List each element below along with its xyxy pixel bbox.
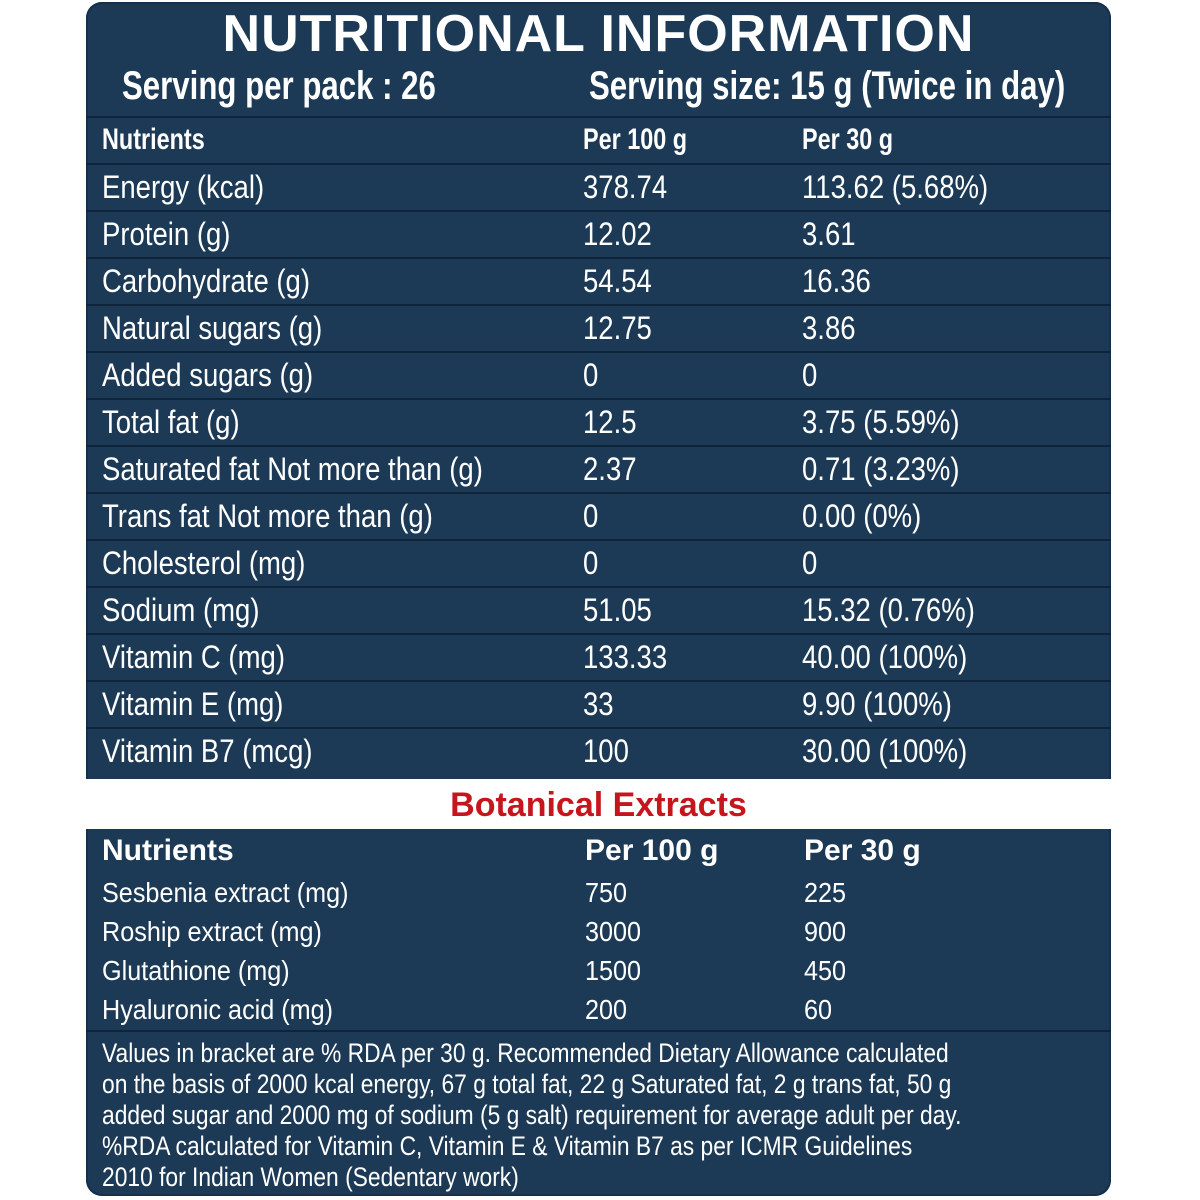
per-30g-value: 3.86	[802, 310, 856, 346]
per-100g-value: 54.54	[583, 263, 652, 299]
per-30g-value: 16.36	[802, 263, 871, 299]
nutrient-name: Cholesterol (mg)	[102, 545, 306, 581]
per-100g-value: 0	[583, 545, 599, 581]
per-100g-value: 100	[583, 733, 629, 769]
per-30g-value: 3.75 (5.59%)	[802, 404, 960, 440]
nutrient-name: Saturated fat Not more than (g)	[102, 451, 483, 487]
nutrition-row: Added sugars (g) 0 0	[86, 351, 1111, 398]
rda-footnote: Values in bracket are % RDA per 30 g. Re…	[86, 1030, 1111, 1196]
extract-per-100g: 750	[585, 877, 628, 908]
nutrition-row: Cholesterol (mg) 0 0	[86, 539, 1111, 586]
nutrient-name: Sodium (mg)	[102, 592, 260, 628]
extract-name: Hyaluronic acid (mg)	[102, 994, 334, 1025]
nutrition-row: Trans fat Not more than (g) 0 0.00 (0%)	[86, 492, 1111, 539]
per-30g-value: 3.61	[802, 216, 856, 252]
botanical-header-per-30g: Per 30 g	[804, 834, 921, 867]
per-100g-value: 133.33	[583, 639, 668, 675]
extract-name: Sesbenia extract (mg)	[102, 877, 349, 908]
nutrient-name: Protein (g)	[102, 216, 231, 252]
per-30g-value: 0.00 (0%)	[802, 498, 922, 534]
nutrient-name: Added sugars (g)	[102, 357, 314, 393]
per-100g-value: 0	[583, 357, 599, 393]
nutrient-name: Trans fat Not more than (g)	[102, 498, 433, 534]
extract-per-100g: 3000	[585, 916, 642, 947]
per-100g-value: 51.05	[583, 592, 652, 628]
per-100g-value: 12.75	[583, 310, 652, 346]
per-30g-value: 15.32 (0.76%)	[802, 592, 975, 628]
nutrient-name: Vitamin B7 (mcg)	[102, 733, 313, 769]
extract-per-30g: 450	[804, 955, 847, 986]
extract-per-30g: 225	[804, 877, 847, 908]
per-100g-value: 2.37	[583, 451, 637, 487]
page-title: NUTRITIONAL INFORMATION	[222, 5, 975, 63]
botanical-row: Roship extract (mg) 3000 900	[86, 912, 1111, 951]
per-30g-value: 30.00 (100%)	[802, 733, 968, 769]
nutrition-row: Total fat (g) 12.5 3.75 (5.59%)	[86, 398, 1111, 445]
extract-per-100g: 1500	[585, 955, 642, 986]
nutrient-name: Carbohydrate (g)	[102, 263, 311, 299]
per-100g-value: 12.5	[583, 404, 637, 440]
per-30g-value: 0	[802, 357, 818, 393]
nutrient-name: Natural sugars (g)	[102, 310, 323, 346]
nutrient-name: Vitamin E (mg)	[102, 686, 284, 722]
per-100g-value: 378.74	[583, 169, 668, 205]
botanical-row: Hyaluronic acid (mg) 200 60	[86, 990, 1111, 1029]
footnote-line: on the basis of 2000 kcal energy, 67 g t…	[102, 1069, 952, 1099]
per-30g-value: 9.90 (100%)	[802, 686, 952, 722]
extract-name: Roship extract (mg)	[102, 916, 322, 947]
footnote-line: Values in bracket are % RDA per 30 g. Re…	[102, 1038, 949, 1068]
per-100g-value: 12.02	[583, 216, 652, 252]
botanical-table-header: Nutrients Per 100 g Per 30 g	[86, 829, 1111, 873]
nutrition-row: Vitamin E (mg) 33 9.90 (100%)	[86, 680, 1111, 727]
nutrition-table: Nutrients Per 100 g Per 30 g Energy (kca…	[86, 116, 1111, 774]
per-30g-value: 0.71 (3.23%)	[802, 451, 960, 487]
per-100g-value: 33	[583, 686, 614, 722]
nutrition-row: Natural sugars (g) 12.75 3.86	[86, 304, 1111, 351]
nutrient-name: Energy (kcal)	[102, 169, 265, 205]
header-per-30g: Per 30 g	[802, 123, 894, 156]
nutrition-label-panel: NUTRITIONAL INFORMATION Serving per pack…	[86, 2, 1111, 1196]
nutrition-row: Protein (g) 12.02 3.61	[86, 210, 1111, 257]
serving-size: Serving size: 15 g (Twice in day)	[589, 64, 1066, 108]
nutrient-name: Vitamin C (mg)	[102, 639, 285, 675]
extract-per-30g: 900	[804, 916, 847, 947]
footnote-line: %RDA calculated for Vitamin C, Vitamin E…	[102, 1131, 913, 1161]
nutrition-row: Vitamin B7 (mcg) 100 30.00 (100%)	[86, 727, 1111, 774]
footnote-line: 2010 for Indian Women (Sedentary work)	[102, 1162, 519, 1192]
botanical-table: Nutrients Per 100 g Per 30 g Sesbenia ex…	[86, 829, 1111, 1029]
per-30g-value: 40.00 (100%)	[802, 639, 968, 675]
botanical-row: Glutathione (mg) 1500 450	[86, 951, 1111, 990]
header-nutrients: Nutrients	[102, 123, 205, 156]
nutrition-row: Saturated fat Not more than (g) 2.37 0.71 …	[86, 445, 1111, 492]
botanical-header-nutrients: Nutrients	[102, 834, 234, 867]
nutrition-row: Sodium (mg) 51.05 15.32 (0.76%)	[86, 586, 1111, 633]
serving-per-pack: Serving per pack : 26	[122, 64, 436, 108]
botanical-header-per-100g: Per 100 g	[585, 834, 719, 867]
per-100g-value: 0	[583, 498, 599, 534]
per-30g-value: 0	[802, 545, 818, 581]
nutrition-row: Vitamin C (mg) 133.33 40.00 (100%)	[86, 633, 1111, 680]
extract-name: Glutathione (mg)	[102, 955, 290, 986]
nutrition-row: Carbohydrate (g) 54.54 16.36	[86, 257, 1111, 304]
header-per-100g: Per 100 g	[583, 123, 688, 156]
extract-per-100g: 200	[585, 994, 628, 1025]
nutrient-name: Total fat (g)	[102, 404, 240, 440]
botanical-extracts-title: Botanical Extracts	[86, 779, 1111, 829]
nutrition-row: Energy (kcal) 378.74 113.62 (5.68%)	[86, 163, 1111, 210]
extract-per-30g: 60	[804, 994, 833, 1025]
nutrition-table-header: Nutrients Per 100 g Per 30 g	[86, 116, 1111, 163]
footnote-line: added sugar and 2000 mg of sodium (5 g s…	[102, 1100, 962, 1130]
per-30g-value: 113.62 (5.68%)	[802, 169, 989, 205]
botanical-row: Sesbenia extract (mg) 750 225	[86, 873, 1111, 912]
